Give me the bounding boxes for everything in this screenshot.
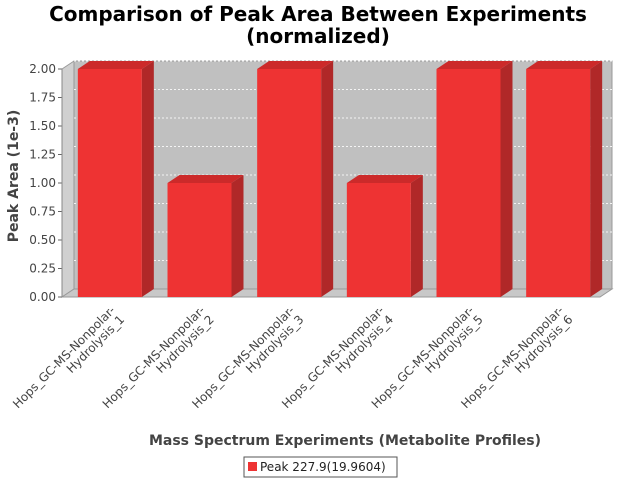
y-tick-label: 0.50 [29, 233, 56, 247]
y-tick-label: 0.25 [29, 262, 56, 276]
bar [77, 69, 142, 297]
legend-label: Peak 227.9(19.9604) [260, 460, 386, 474]
x-tick-label-line: Hops_GC-MS-Nonpolar- [10, 303, 118, 411]
y-tick-label: 2.00 [29, 62, 56, 76]
legend: Peak 227.9(19.9604) [243, 456, 398, 478]
bar [167, 183, 232, 297]
x-axis-label: Mass Spectrum Experiments (Metabolite Pr… [149, 433, 541, 449]
bar-top [77, 61, 154, 69]
y-tick-label: 1.75 [29, 91, 56, 105]
y-tick-label: 1.50 [29, 119, 56, 133]
bar-side [410, 175, 423, 297]
bar-side [500, 61, 513, 297]
bar-top [257, 61, 334, 69]
bar-top [436, 61, 513, 69]
bar [436, 69, 501, 297]
bar-side [321, 61, 334, 297]
chart-title-line-1: Comparison of Peak Area Between Experime… [49, 2, 587, 26]
bar [526, 69, 591, 297]
bar-top [526, 61, 603, 69]
y-tick-label: 1.00 [29, 176, 56, 190]
y-tick-label: 0.75 [29, 205, 56, 219]
y-tick-label: 0.00 [29, 290, 56, 304]
plot-area: 0.00 0.25 0.50 0.75 1.00 1.25 1.50 1.75 2.00 Hops… [10, 60, 614, 411]
bar-side [231, 175, 244, 297]
y-tick-label: 1.25 [29, 148, 56, 162]
bar [346, 183, 411, 297]
chart-title-line-2: (normalized) [246, 24, 390, 48]
legend-swatch [248, 462, 257, 471]
y-axis-label: Peak Area (1e-3) [6, 110, 22, 243]
plot-side-wall [61, 60, 75, 298]
bar-top [346, 175, 423, 183]
bar-top [167, 175, 244, 183]
bar-side [590, 61, 603, 297]
bar-side [141, 61, 154, 297]
bar [257, 69, 322, 297]
legend-box [243, 456, 398, 478]
